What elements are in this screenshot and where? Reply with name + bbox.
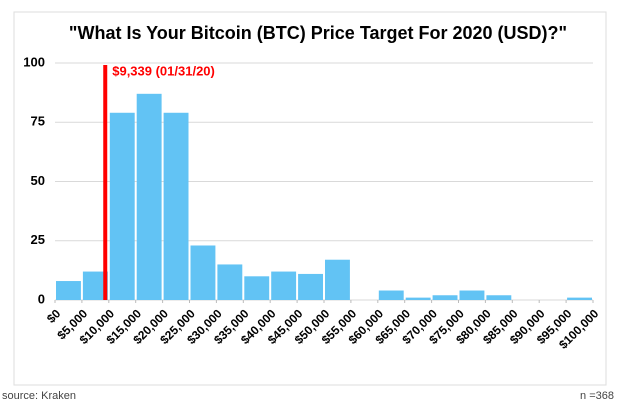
bar bbox=[298, 273, 323, 300]
bar bbox=[486, 295, 512, 300]
bar bbox=[190, 245, 216, 300]
bar bbox=[271, 271, 297, 300]
bar bbox=[244, 276, 270, 300]
bar bbox=[136, 93, 162, 300]
bar bbox=[459, 290, 485, 300]
chart-title: "What Is Your Bitcoin (BTC) Price Target… bbox=[69, 23, 567, 43]
bar bbox=[378, 290, 404, 300]
bar bbox=[405, 297, 431, 300]
y-tick-label: 100 bbox=[23, 54, 45, 69]
y-tick-label: 75 bbox=[31, 114, 45, 129]
price-label: $9,339 (01/31/20) bbox=[112, 63, 215, 78]
source: source: Kraken bbox=[2, 390, 76, 402]
y-tick-label: 0 bbox=[38, 291, 45, 306]
y-tick-label: 25 bbox=[31, 232, 45, 247]
bar bbox=[325, 259, 350, 300]
bar bbox=[567, 297, 592, 300]
y-tick-label: 50 bbox=[31, 173, 45, 188]
sample-size: n =368 bbox=[580, 390, 614, 402]
bar bbox=[163, 112, 189, 301]
bar bbox=[432, 295, 458, 300]
bar bbox=[217, 264, 243, 300]
bar bbox=[109, 112, 135, 301]
bar bbox=[56, 281, 81, 300]
